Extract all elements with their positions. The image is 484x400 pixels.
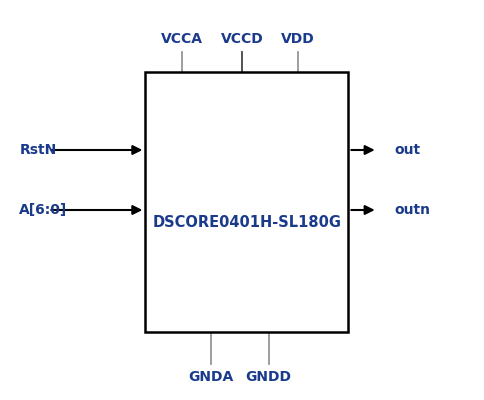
Text: VCCA: VCCA	[161, 32, 202, 46]
Text: GNDD: GNDD	[245, 370, 292, 384]
Text: DSCORE0401H-SL180G: DSCORE0401H-SL180G	[152, 215, 341, 230]
Bar	[145, 72, 348, 332]
Text: RstN: RstN	[19, 143, 57, 157]
Text: out: out	[394, 143, 421, 157]
Text: A[6:0]: A[6:0]	[19, 203, 68, 217]
Text: VDD: VDD	[281, 32, 315, 46]
Text: VCCD: VCCD	[221, 32, 263, 46]
Text: GNDA: GNDA	[188, 370, 233, 384]
Text: outn: outn	[394, 203, 430, 217]
